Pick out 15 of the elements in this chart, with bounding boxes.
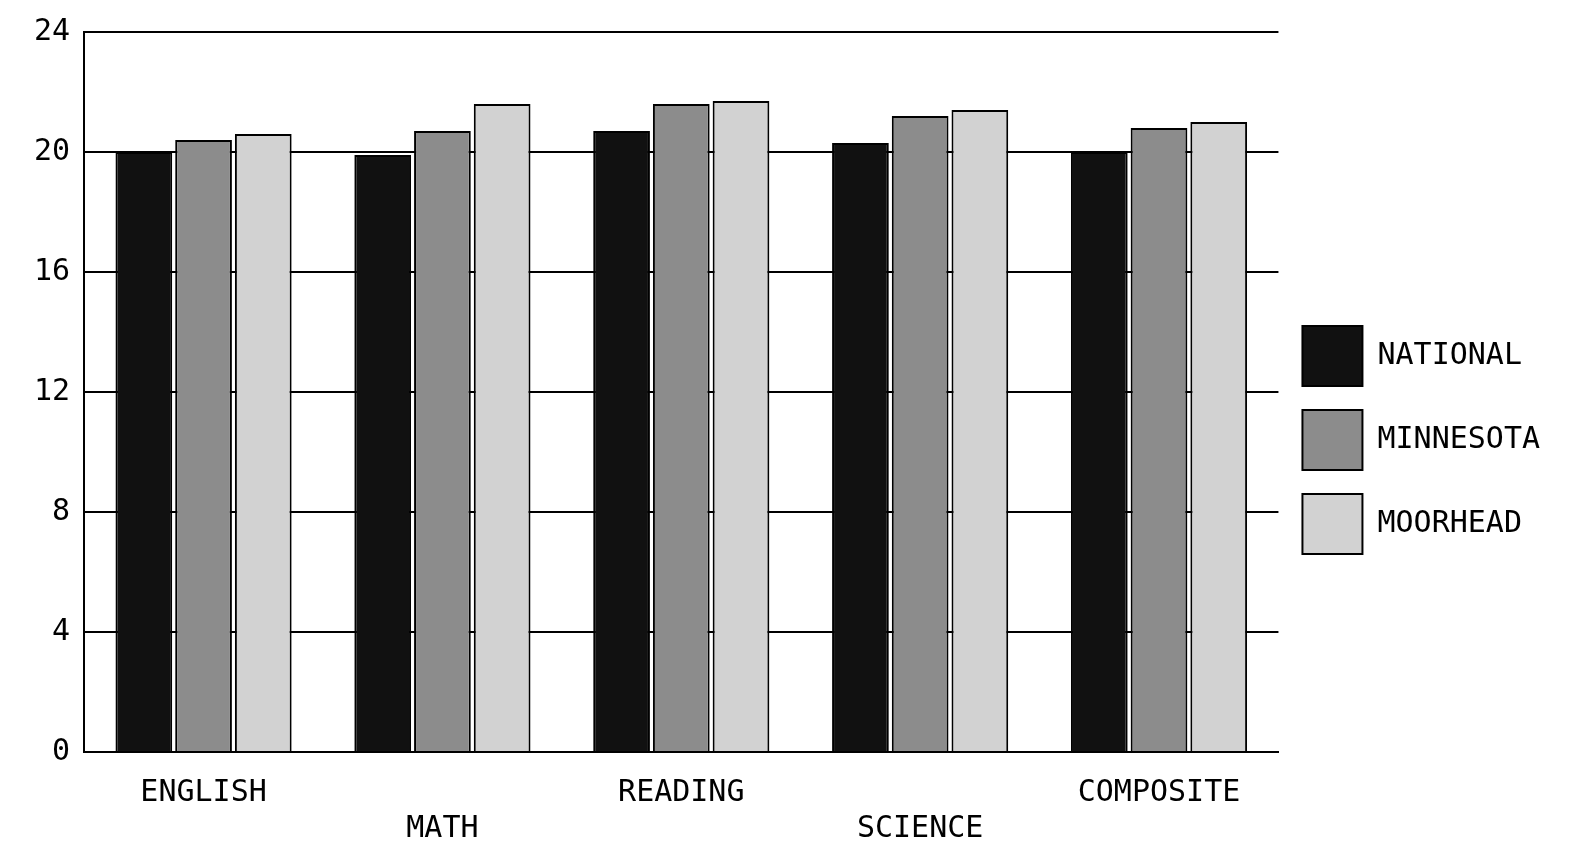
x-tick-label: COMPOSITE [1077, 772, 1241, 808]
y-tick-label: 20 [34, 131, 71, 167]
y-tick-label: 8 [52, 491, 71, 527]
y-tick-label: 4 [52, 611, 71, 647]
legend-label: MOORHEAD [1377, 503, 1522, 539]
x-tick-label: READING [618, 772, 745, 808]
y-tick-label: 0 [52, 731, 71, 767]
x-tick-label: ENGLISH [140, 772, 267, 808]
legend-label: MINNESOTA [1377, 419, 1541, 455]
legend-label: NATIONAL [1377, 335, 1522, 371]
x-tick-label: MATH [406, 808, 479, 844]
y-tick-label: 24 [34, 11, 71, 47]
y-tick-label: 16 [34, 251, 71, 287]
x-tick-label: SCIENCE [856, 808, 984, 844]
y-tick-label: 12 [34, 371, 71, 407]
